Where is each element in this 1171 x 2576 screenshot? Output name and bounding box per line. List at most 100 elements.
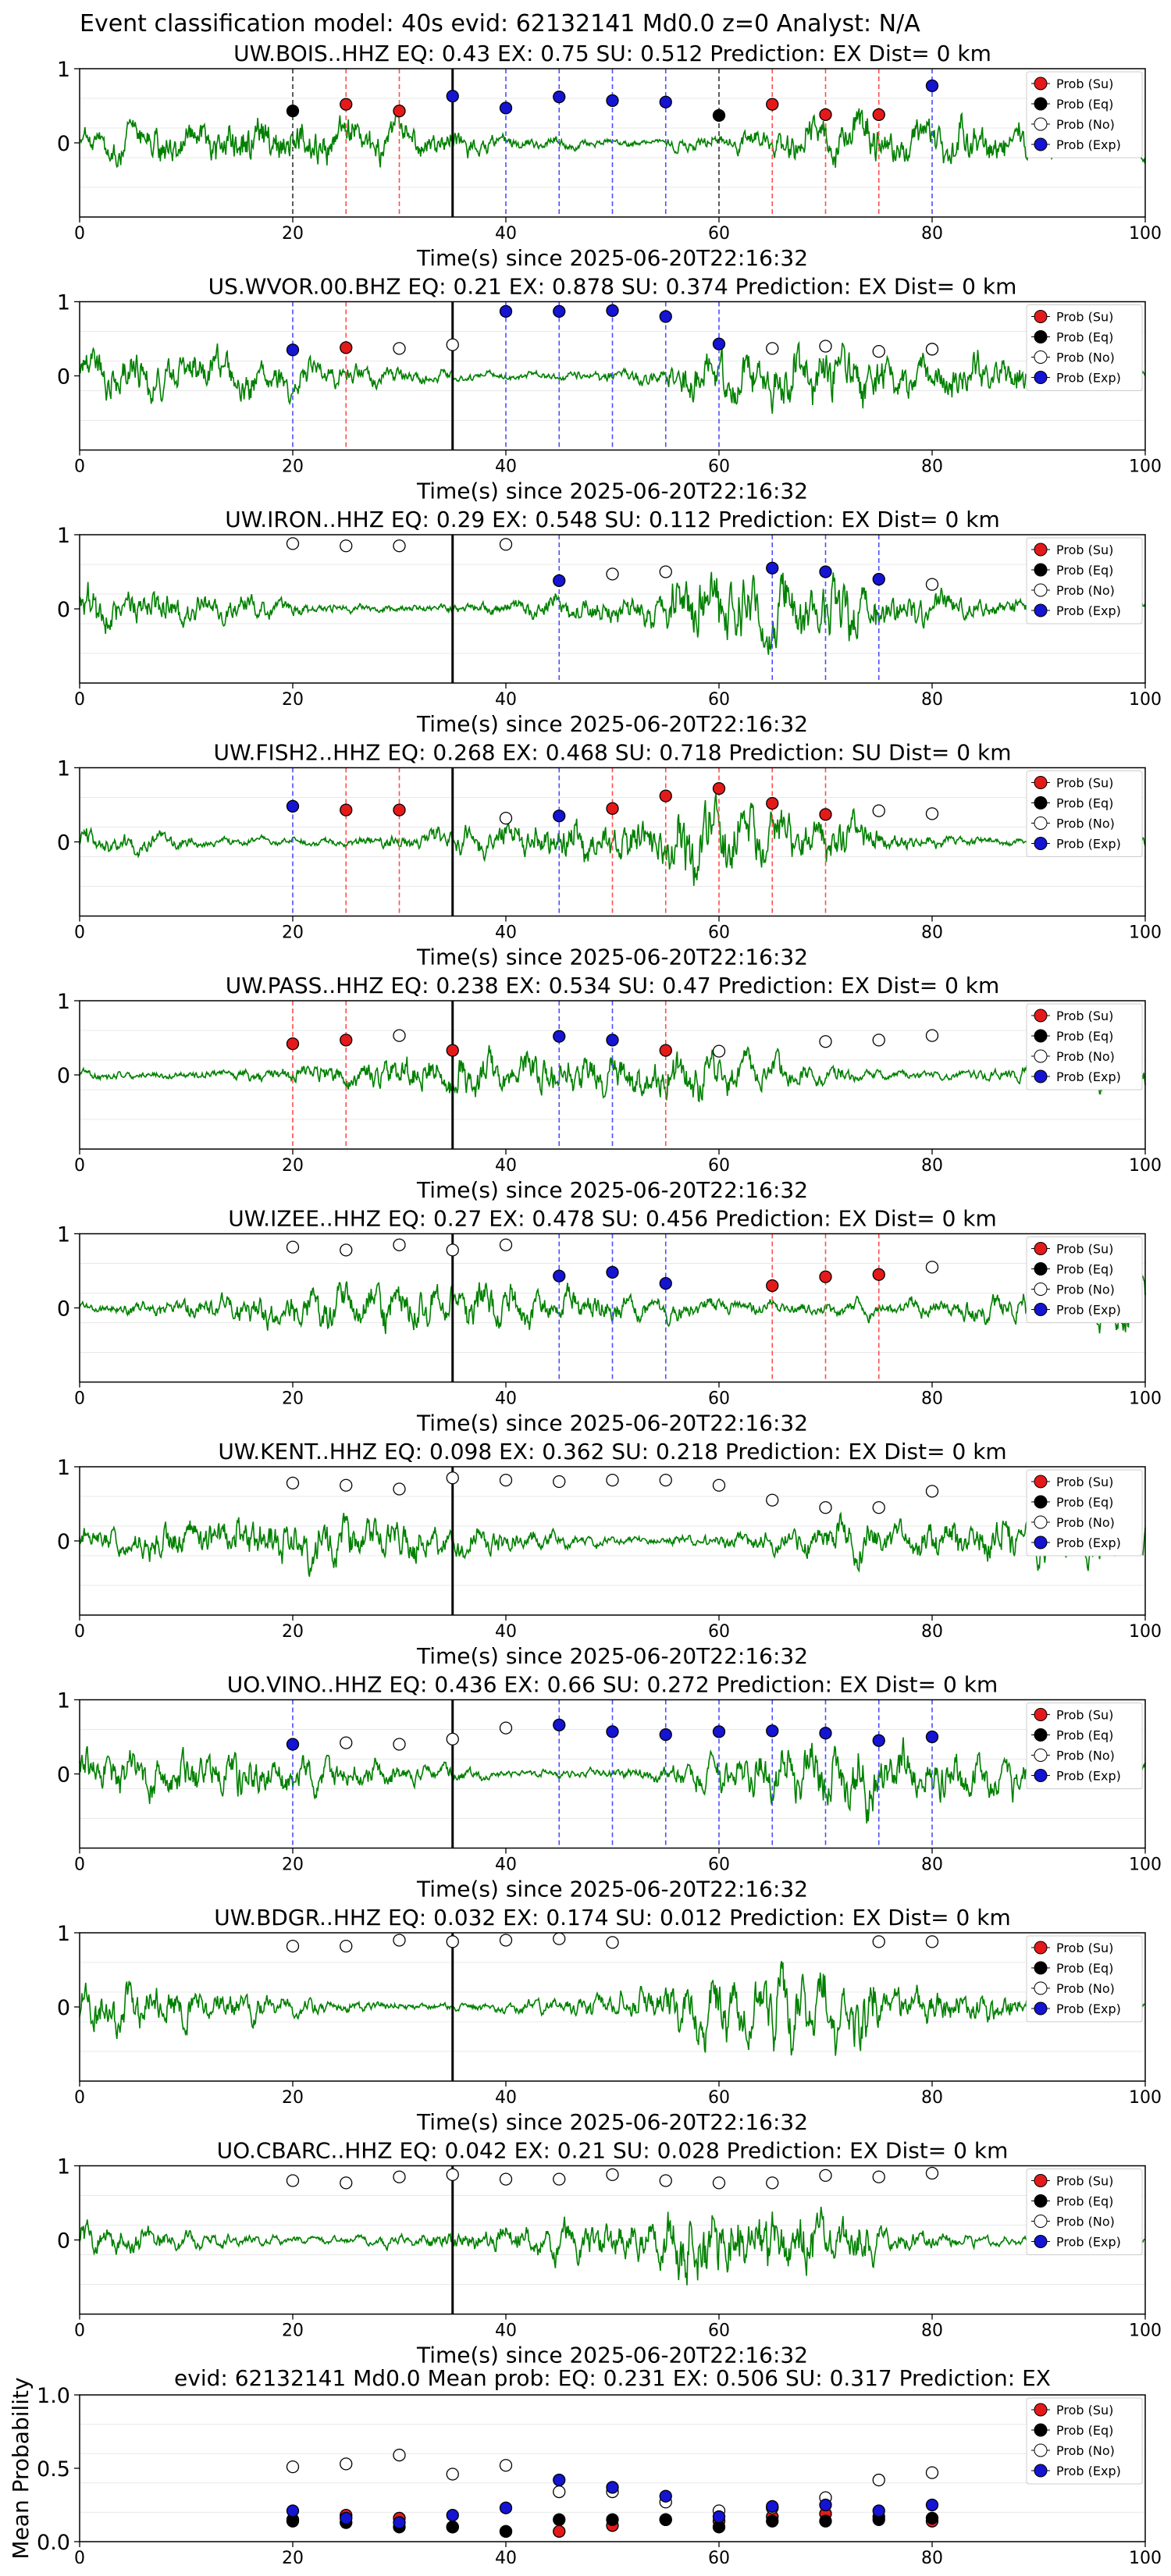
waveform-trace	[79, 1961, 1146, 2056]
probability-point-su	[340, 1034, 353, 1047]
probability-point-eq	[286, 104, 300, 118]
probability-point-exp	[872, 572, 885, 586]
probability-point-no	[872, 2170, 885, 2183]
plot-area	[80, 2165, 1145, 2314]
legend-marker	[1034, 2174, 1048, 2187]
x-axis-label: Time(s) since 2025-06-20T22:16:32	[416, 711, 808, 737]
x-tick-label: 100	[1129, 1622, 1162, 1642]
legend-label: Prob (Eq)	[1056, 2423, 1113, 2438]
probability-point-exp	[553, 574, 566, 588]
x-tick-label: 40	[495, 2549, 517, 2568]
probability-point-exp	[712, 1725, 726, 1738]
legend: Prob (Su) Prob (Eq) Prob (No) Prob (Exp)	[1026, 1003, 1143, 1091]
probability-point-no	[925, 1485, 939, 1498]
x-tick-label: 80	[921, 923, 943, 943]
legend-label: Prob (Eq)	[1056, 1029, 1113, 1044]
legend-marker	[1034, 1262, 1048, 1276]
x-tick-label: 0	[74, 923, 85, 943]
legend-label: Prob (Eq)	[1056, 796, 1113, 811]
legend-label: Prob (Exp)	[1056, 1069, 1121, 1084]
legend-marker	[1034, 1283, 1048, 1296]
legend-marker	[1034, 310, 1048, 323]
y-tick-label: 0	[57, 1064, 70, 1088]
legend-label: Prob (No)	[1056, 1515, 1115, 1530]
legend-marker	[1034, 137, 1048, 151]
probability-point-eq	[712, 109, 726, 123]
x-tick-label: 100	[1129, 690, 1162, 710]
panel-title: UO.VINO..HHZ EQ: 0.436 EX: 0.66 SU: 0.27…	[227, 1672, 998, 1698]
legend-label: Prob (Eq)	[1056, 563, 1113, 578]
probability-point-exp	[446, 90, 459, 103]
probability-point-su	[659, 789, 672, 802]
legend-marker	[1034, 837, 1048, 850]
legend-label: Prob (Exp)	[1056, 2235, 1121, 2250]
legend-label: Prob (Exp)	[1056, 1535, 1121, 1550]
probability-point-no	[872, 1034, 885, 1047]
legend-marker	[1034, 583, 1048, 597]
x-tick-label: 20	[282, 2322, 304, 2341]
legend-marker	[1034, 371, 1048, 384]
legend-label: Prob (No)	[1056, 2443, 1115, 2458]
legend-marker	[1034, 2194, 1048, 2208]
mean-point-exp	[393, 2516, 406, 2529]
legend-label: Prob (Eq)	[1056, 1728, 1113, 1743]
legend-label: Prob (No)	[1056, 117, 1115, 132]
x-tick-label: 40	[495, 1856, 517, 1875]
probability-point-no	[925, 1935, 939, 1948]
mean-point-exp	[872, 2504, 885, 2517]
probability-point-su	[766, 796, 779, 810]
x-tick-label: 20	[282, 923, 304, 943]
probability-point-su	[286, 1037, 300, 1051]
legend-label: Prob (No)	[1056, 1283, 1115, 1297]
mean-point-exp	[446, 2509, 459, 2522]
x-tick-label: 20	[282, 457, 304, 477]
probability-point-no	[659, 2174, 672, 2187]
mean-point-exp	[659, 2489, 672, 2503]
probability-point-su	[340, 803, 353, 817]
probability-point-exp	[659, 1727, 672, 1742]
probability-point-no	[499, 538, 513, 551]
y-tick-label: 1	[57, 58, 70, 82]
x-axis-label: Time(s) since 2025-06-20T22:16:32	[416, 1177, 808, 1203]
x-tick-label: 100	[1129, 1389, 1162, 1409]
x-axis-label: Time(s) since 2025-06-20T22:16:32	[416, 1643, 808, 1669]
legend-marker	[1034, 2464, 1048, 2478]
waveform-trace	[79, 1511, 1146, 1577]
y-tick-label: 0	[57, 1763, 70, 1788]
legend-marker	[1034, 1728, 1048, 1742]
x-tick-label: 20	[282, 224, 304, 244]
x-tick-label: 40	[495, 1622, 517, 1642]
y-axis-label: Mean Probability	[8, 2377, 34, 2559]
legend-marker	[1034, 1303, 1048, 1316]
legend: Prob (Su) Prob (Eq) Prob (No) Prob (Exp)	[1026, 1236, 1143, 1323]
waveform-trace	[79, 2206, 1146, 2286]
probability-point-exp	[659, 310, 672, 323]
probability-point-no	[712, 2176, 726, 2190]
legend-marker	[1034, 776, 1048, 789]
mean-point-eq	[659, 2513, 672, 2526]
probability-point-exp	[659, 1277, 672, 1290]
probability-point-su	[819, 808, 832, 821]
x-tick-label: 40	[495, 2322, 517, 2341]
x-tick-label: 60	[708, 1389, 730, 1409]
x-tick-label: 100	[1129, 1856, 1162, 1875]
mean-point-no	[553, 2485, 566, 2499]
legend-marker	[1034, 1242, 1048, 1255]
probability-point-su	[340, 341, 353, 354]
x-tick-label: 40	[495, 2088, 517, 2108]
probability-point-exp	[499, 101, 513, 115]
mean-probability-panel: 0.0 0.5 1.0 0 20 40 60 80 100 evid: 62132141 Md0.…	[8, 2365, 1162, 2568]
legend-frame	[1026, 304, 1143, 391]
x-tick-label: 100	[1129, 2549, 1162, 2568]
mean-point-no	[286, 2460, 300, 2474]
x-axis-label: Time(s) since 2025-06-20T22:16:32	[416, 479, 808, 504]
probability-point-no	[393, 1934, 406, 1947]
waveform-trace	[79, 340, 1146, 414]
probability-point-no	[446, 338, 459, 351]
y-tick-label: 1.0	[37, 2384, 70, 2408]
x-tick-label: 0	[74, 2088, 85, 2108]
